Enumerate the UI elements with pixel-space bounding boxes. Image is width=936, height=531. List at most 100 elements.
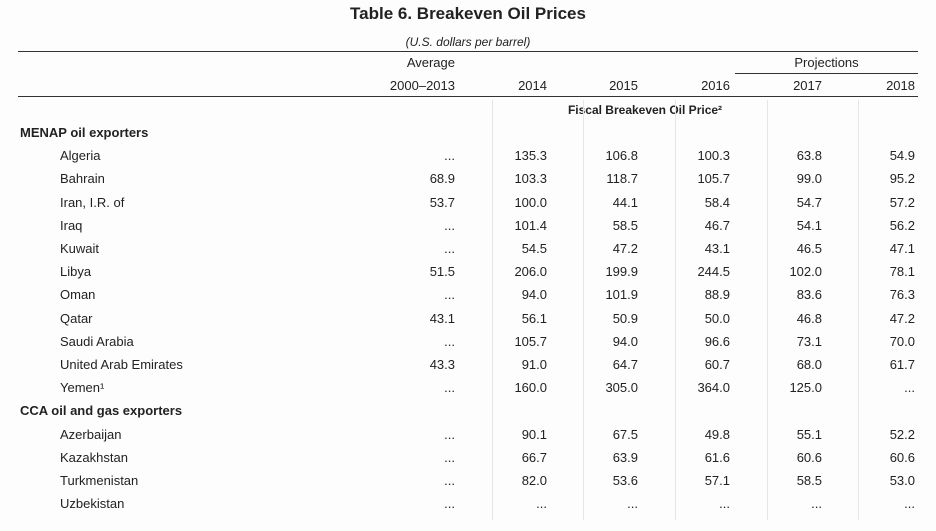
cell: ...: [444, 426, 455, 442]
row-label: Saudi Arabia: [60, 333, 134, 349]
cell: 305.0: [605, 380, 638, 396]
cell: 95.2: [889, 171, 915, 187]
cell: 54.7: [796, 194, 822, 210]
cell: 105.7: [697, 171, 730, 187]
column-divider: [767, 100, 768, 520]
cell: ...: [536, 496, 547, 512]
row-label: Libya: [60, 264, 92, 280]
cell: 49.8: [704, 426, 730, 442]
cell: 160.0: [514, 380, 547, 396]
cell: ...: [811, 496, 822, 512]
cell: 58.4: [704, 194, 730, 210]
cell: ...: [627, 496, 638, 512]
column-header: 2018: [886, 78, 915, 93]
cell: 63.9: [612, 449, 638, 465]
cell: ...: [719, 496, 730, 512]
cell: 101.4: [514, 217, 547, 233]
group-header: Average: [406, 55, 455, 70]
rule: [18, 96, 918, 97]
cell: 94.0: [521, 287, 547, 303]
row-label: Algeria: [60, 148, 101, 164]
cell: 50.9: [612, 310, 638, 326]
row-label: Iran, I.R. of: [60, 194, 125, 210]
rule: [18, 51, 918, 52]
cell: ...: [904, 380, 915, 396]
cell: 88.9: [704, 287, 730, 303]
cell: 46.8: [796, 310, 822, 326]
section-title: MENAP oil exporters: [20, 125, 149, 140]
cell: 102.0: [789, 264, 822, 280]
row-label: Kuwait: [60, 241, 100, 256]
group-header: Projections: [794, 55, 859, 70]
row-label: Kazakhstan: [60, 449, 128, 465]
cell: 56.1: [521, 310, 547, 326]
column-divider: [675, 100, 676, 520]
cell: 78.1: [889, 264, 915, 280]
cell: 100.3: [697, 148, 730, 164]
measure-label: Fiscal Breakeven Oil Price²: [567, 103, 723, 117]
cell: 96.6: [704, 333, 730, 349]
cell: 57.1: [704, 473, 730, 488]
cell: 244.5: [697, 264, 730, 280]
cell: 53.7: [429, 194, 455, 210]
cell: 47.2: [889, 310, 915, 326]
cell: 70.0: [889, 333, 915, 349]
cell: 68.9: [429, 171, 455, 187]
cell: ...: [444, 217, 455, 233]
column-header: 2015: [609, 78, 638, 93]
cell: 61.7: [889, 357, 915, 372]
row-label: Bahrain: [60, 171, 105, 187]
cell: 46.7: [704, 217, 730, 233]
cell: 58.5: [612, 217, 638, 233]
cell: 58.5: [796, 473, 822, 488]
cell: ...: [444, 148, 455, 164]
cell: 60.6: [796, 449, 822, 465]
cell: 60.7: [704, 357, 730, 372]
cell: 66.7: [521, 449, 547, 465]
cell: 73.1: [796, 333, 822, 349]
cell: ...: [444, 380, 455, 396]
cell: 83.6: [796, 287, 822, 303]
cell: 44.1: [612, 194, 638, 210]
cell: 106.8: [605, 148, 638, 164]
cell: 54.9: [889, 148, 915, 164]
cell: ...: [444, 496, 455, 512]
row-label: Turkmenistan: [60, 473, 139, 488]
cell: 54.1: [796, 217, 822, 233]
cell: ...: [444, 333, 455, 349]
cell: 105.7: [514, 333, 547, 349]
cell: 61.6: [704, 449, 730, 465]
cell: 55.1: [796, 426, 822, 442]
table-title: Table 6. Breakeven Oil Prices: [350, 4, 586, 23]
cell: 64.7: [612, 357, 638, 372]
cell: 54.5: [521, 241, 547, 256]
column-header: 2017: [793, 78, 822, 93]
cell: 47.1: [889, 241, 915, 256]
cell: 63.8: [796, 148, 822, 164]
cell: ...: [444, 241, 455, 256]
cell: ...: [444, 449, 455, 465]
cell: 51.5: [429, 264, 455, 280]
row-label: Azerbaijan: [60, 426, 122, 442]
cell: 103.3: [514, 171, 547, 187]
cell: ...: [444, 473, 455, 488]
cell: 82.0: [521, 473, 547, 488]
table-subtitle: (U.S. dollars per barrel): [405, 35, 531, 49]
cell: 101.9: [605, 287, 638, 303]
cell: 46.5: [796, 241, 822, 256]
cell: 57.2: [889, 194, 915, 210]
cell: 43.1: [704, 241, 730, 256]
cell: 50.0: [704, 310, 730, 326]
cell: 47.2: [612, 241, 638, 256]
row-label: Uzbekistan: [60, 496, 125, 512]
cell: 118.7: [606, 171, 638, 187]
cell: 99.0: [796, 171, 822, 187]
cell: 56.2: [889, 217, 915, 233]
cell: 206.0: [514, 264, 547, 280]
column-header: 2014: [518, 78, 547, 93]
cell: 52.2: [889, 426, 915, 442]
cell: 94.0: [612, 333, 638, 349]
column-divider: [492, 100, 493, 520]
cell: ...: [904, 496, 915, 512]
